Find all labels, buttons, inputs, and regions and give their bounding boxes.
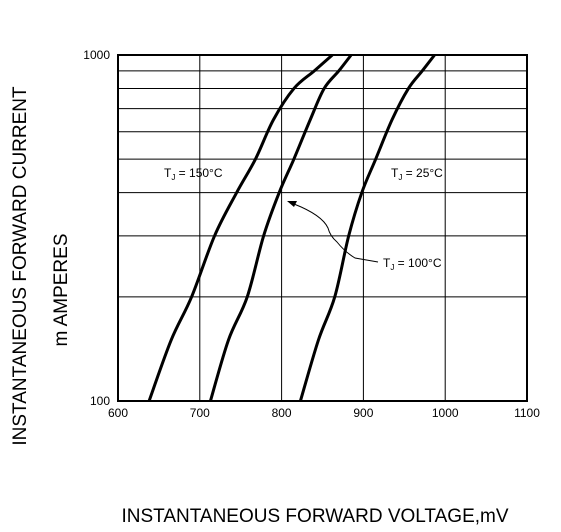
x-tick-label: 700 [190, 406, 210, 420]
series-curves [147, 53, 436, 402]
label-100c: TJ = 100°C [383, 256, 442, 272]
series-line-1 [208, 54, 353, 402]
y-axis-title-line2: m AMPERES [51, 234, 72, 347]
label-150c: TJ = 150°C [164, 166, 223, 182]
series-line-0 [147, 53, 334, 402]
x-axis-title: INSTANTANEOUS FORWARD VOLTAGE,mV [121, 506, 508, 527]
tick-labels: 600 700 800 900 1000 1100 100 1000 [83, 48, 540, 420]
plot-area-frame [117, 54, 528, 402]
x-tick-label: 1000 [432, 406, 459, 420]
x-tick-label: 1100 [514, 406, 540, 420]
label-25c: TJ = 25°C [391, 166, 443, 182]
y-tick-label: 1000 [83, 48, 110, 62]
label-100c-leader [293, 203, 379, 263]
label-100c-arrowhead [287, 201, 297, 207]
y-axis-title-line1: INSTANTANEOUS FORWARD CURRENT [10, 86, 31, 446]
x-tick-label: 900 [353, 406, 373, 420]
x-tick-label: 800 [272, 406, 292, 420]
x-tick-label: 600 [108, 406, 128, 420]
series-line-2 [298, 54, 436, 402]
y-tick-label: 100 [90, 394, 110, 408]
grid-lines [117, 55, 528, 401]
